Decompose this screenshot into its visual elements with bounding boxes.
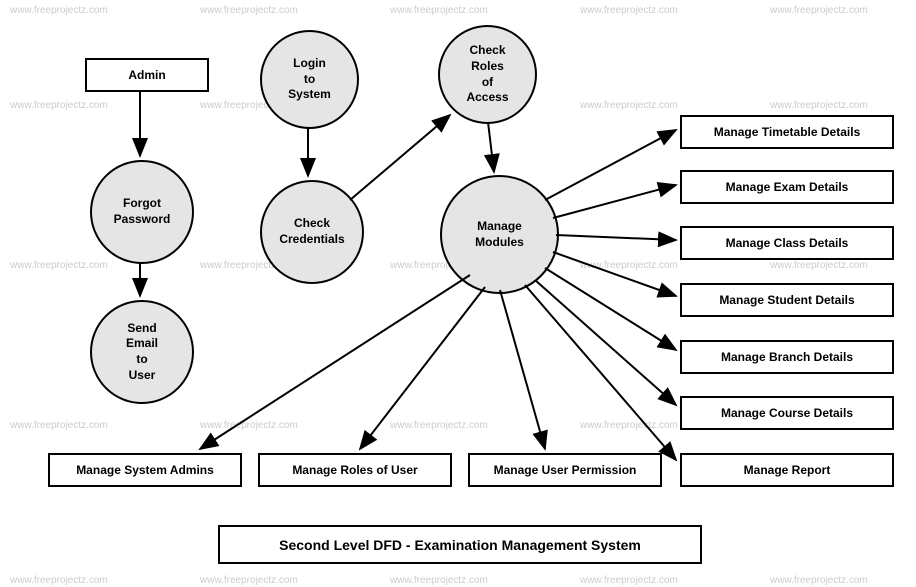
watermark-text: www.freeprojectz.com xyxy=(200,5,298,16)
watermark-text: www.freeprojectz.com xyxy=(580,575,678,586)
student-box: Manage Student Details xyxy=(680,283,894,317)
diagram-title: Second Level DFD - Examination Managemen… xyxy=(279,537,641,553)
branch-box: Manage Branch Details xyxy=(680,340,894,374)
timetable-box: Manage Timetable Details xyxy=(680,115,894,149)
permission-label: Manage User Permission xyxy=(494,463,637,477)
watermark-text: www.freeprojectz.com xyxy=(390,420,488,431)
watermark-text: www.freeprojectz.com xyxy=(580,100,678,111)
report-label: Manage Report xyxy=(744,463,831,477)
watermark-text: www.freeprojectz.com xyxy=(580,5,678,16)
admin-entity: Admin xyxy=(85,58,209,92)
permission-box: Manage User Permission xyxy=(468,453,662,487)
watermark-text: www.freeprojectz.com xyxy=(200,420,298,431)
watermark-text: www.freeprojectz.com xyxy=(770,575,868,586)
class-label: Manage Class Details xyxy=(726,236,849,250)
report-box: Manage Report xyxy=(680,453,894,487)
modules-process: Manage Modules xyxy=(440,175,559,294)
roles-box: Manage Roles of User xyxy=(258,453,452,487)
watermark-text: www.freeprojectz.com xyxy=(770,260,868,271)
checkroles-label: Check Roles of Access xyxy=(466,43,508,105)
login-label: Login to System xyxy=(288,56,331,103)
modules-label: Manage Modules xyxy=(475,219,524,250)
watermark-text: www.freeprojectz.com xyxy=(200,575,298,586)
forgot-process: Forgot Password xyxy=(90,160,194,264)
watermark-text: www.freeprojectz.com xyxy=(10,100,108,111)
login-process: Login to System xyxy=(260,30,359,129)
roles-label: Manage Roles of User xyxy=(292,463,417,477)
watermark-text: www.freeprojectz.com xyxy=(390,5,488,16)
watermark-text: www.freeprojectz.com xyxy=(390,575,488,586)
credentials-label: Check Credentials xyxy=(279,216,344,247)
branch-label: Manage Branch Details xyxy=(721,350,853,364)
timetable-label: Manage Timetable Details xyxy=(714,125,861,139)
email-label: Send Email to User xyxy=(126,321,158,383)
forgot-label: Forgot Password xyxy=(114,196,171,227)
admin-label: Admin xyxy=(128,68,165,82)
exam-box: Manage Exam Details xyxy=(680,170,894,204)
watermark-text: www.freeprojectz.com xyxy=(580,420,678,431)
watermark-text: www.freeprojectz.com xyxy=(10,5,108,16)
student-label: Manage Student Details xyxy=(719,293,854,307)
watermark-text: www.freeprojectz.com xyxy=(580,260,678,271)
credentials-process: Check Credentials xyxy=(260,180,364,284)
watermark-text: www.freeprojectz.com xyxy=(770,100,868,111)
watermark-text: www.freeprojectz.com xyxy=(10,575,108,586)
sysadmins-label: Manage System Admins xyxy=(76,463,214,477)
watermark-text: www.freeprojectz.com xyxy=(10,260,108,271)
watermark-text: www.freeprojectz.com xyxy=(10,420,108,431)
sysadmins-box: Manage System Admins xyxy=(48,453,242,487)
course-box: Manage Course Details xyxy=(680,396,894,430)
class-box: Manage Class Details xyxy=(680,226,894,260)
checkroles-process: Check Roles of Access xyxy=(438,25,537,124)
watermark-text: www.freeprojectz.com xyxy=(770,5,868,16)
email-process: Send Email to User xyxy=(90,300,194,404)
course-label: Manage Course Details xyxy=(721,406,853,420)
diagram-title-box: Second Level DFD - Examination Managemen… xyxy=(218,525,702,564)
exam-label: Manage Exam Details xyxy=(726,180,849,194)
